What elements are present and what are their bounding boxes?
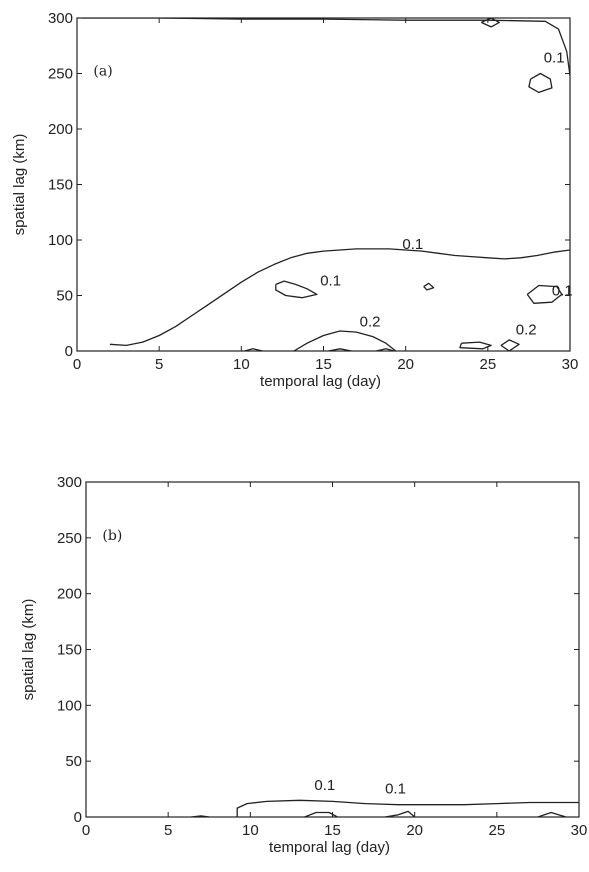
x-tick-label: 10	[233, 356, 250, 373]
x-axis-label: temporal lag (day)	[260, 373, 381, 390]
x-tick-label: 30	[562, 356, 579, 373]
contour-label: 0.1	[402, 236, 423, 253]
contour-label: 0.1	[320, 273, 341, 290]
y-tick-label: 100	[48, 232, 73, 249]
contour-label: 0.1	[385, 781, 406, 798]
contour-line-6	[500, 339, 520, 351]
contour-line-9	[481, 18, 500, 28]
panel-label: (a)	[93, 64, 112, 80]
y-tick-label: 50	[65, 753, 82, 770]
y-tick-label: 200	[48, 121, 73, 138]
contour-line-0	[236, 799, 579, 817]
contour-label: 0.1	[552, 283, 573, 300]
contour-line-1	[293, 330, 397, 351]
y-axis-label: spatial lag (km)	[20, 599, 37, 701]
y-tick-label: 0	[74, 809, 82, 826]
contour-label: 0.2	[360, 314, 381, 331]
contour-lines	[81, 18, 570, 351]
x-tick-label: 10	[242, 822, 259, 839]
y-tick-label: 300	[57, 474, 82, 491]
x-tick-label: 25	[479, 356, 496, 373]
contour-line-2	[384, 810, 416, 817]
contour-line-12	[375, 348, 395, 351]
y-tick-label: 300	[48, 10, 73, 27]
axes-frame	[85, 481, 580, 818]
y-tick-label: 150	[57, 642, 82, 659]
contour-line-3	[275, 280, 318, 299]
contour-label: 0.1	[544, 49, 565, 66]
y-tick-label: 250	[57, 530, 82, 547]
x-tick-label: 5	[155, 356, 163, 373]
y-tick-label: 250	[48, 66, 73, 83]
contour-line-10	[244, 348, 263, 351]
x-tick-label: 5	[164, 822, 172, 839]
x-tick-label: 0	[73, 356, 81, 373]
x-tick-label: 25	[488, 822, 505, 839]
x-tick-label: 15	[315, 356, 332, 373]
contour-line-11	[328, 348, 352, 351]
contour-lines	[191, 799, 579, 817]
x-tick-label: 30	[571, 822, 588, 839]
contour-label: 0.2	[516, 321, 537, 338]
contour-line-5	[528, 72, 553, 94]
y-tick-label: 0	[65, 343, 73, 360]
x-tick-label: 0	[82, 822, 90, 839]
contour-line-4	[537, 811, 567, 817]
panel-label: (b)	[102, 528, 122, 544]
contour-line-2	[81, 18, 570, 76]
y-tick-label: 100	[57, 697, 82, 714]
y-tick-label: 50	[56, 288, 73, 305]
contour-line-1	[304, 811, 338, 817]
axes-frame	[76, 17, 571, 352]
contour-line-4	[526, 284, 563, 304]
x-tick-label: 15	[324, 822, 341, 839]
y-tick-label: 150	[48, 177, 73, 194]
y-tick-label: 200	[57, 586, 82, 603]
contour-line-3	[191, 815, 210, 817]
contour-line-8	[423, 282, 435, 291]
y-axis-label: spatial lag (km)	[11, 134, 28, 236]
x-tick-label: 20	[397, 356, 414, 373]
x-axis-label: temporal lag (day)	[269, 839, 390, 856]
x-tick-label: 20	[406, 822, 423, 839]
contour-line-0	[109, 248, 570, 347]
contour-label: 0.1	[314, 777, 335, 794]
contour-line-7	[459, 341, 492, 350]
